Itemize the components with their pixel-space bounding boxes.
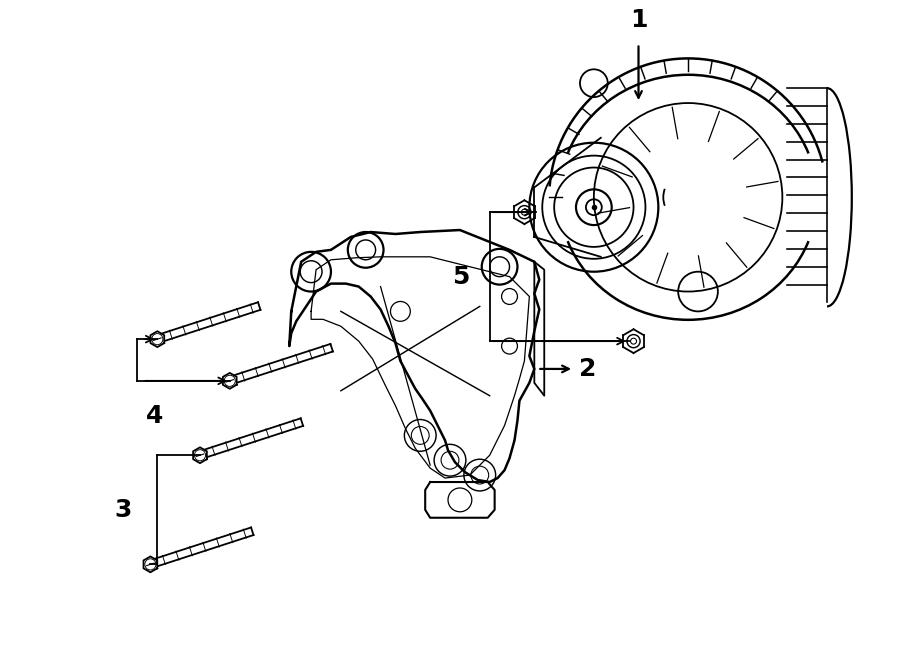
Text: 1: 1 (630, 8, 647, 32)
Text: 2: 2 (579, 357, 597, 381)
Text: 3: 3 (114, 498, 131, 522)
Text: 5: 5 (453, 264, 470, 289)
Text: 4: 4 (146, 404, 163, 428)
